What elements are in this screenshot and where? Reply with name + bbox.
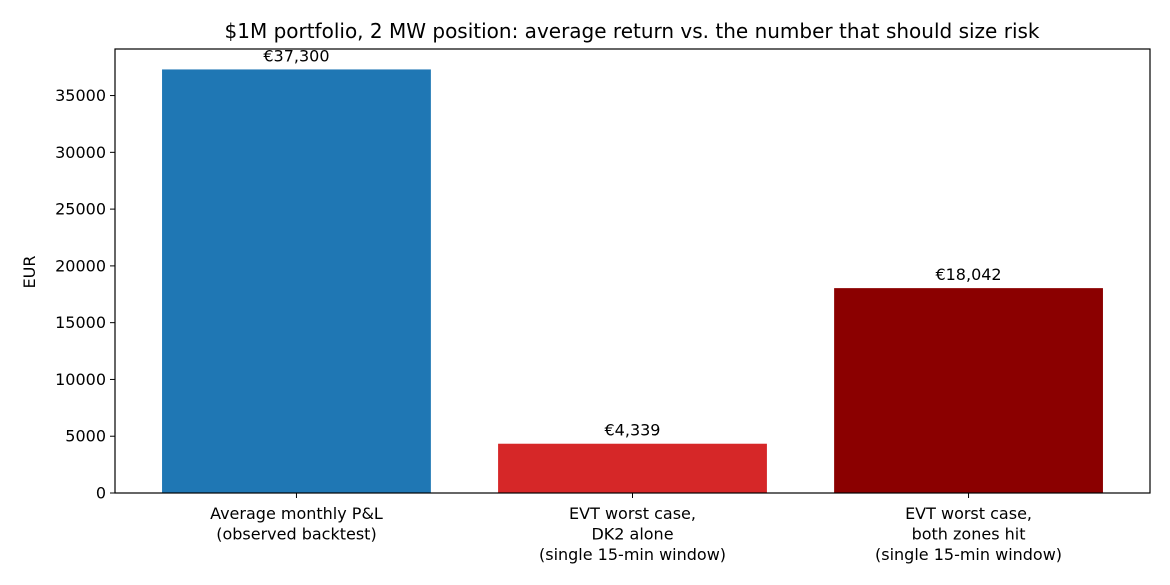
bar-0: [162, 69, 431, 494]
bar-data-label-0: €37,300: [263, 46, 329, 65]
bar-data-label-1: €4,339: [605, 421, 661, 440]
y-axis-label: EUR: [20, 256, 39, 289]
bar-data-label-2: €18,042: [935, 265, 1001, 284]
y-tick-label: 0: [96, 484, 106, 503]
x-axis-ticks: Average monthly P&L (observed backtest) EV…: [210, 493, 1062, 564]
bar-1: [498, 443, 767, 493]
y-tick-label: 20000: [55, 256, 106, 275]
y-tick-label: 5000: [65, 427, 106, 446]
x-tick-label-0: Average monthly P&L (observed backtest): [210, 504, 383, 544]
plot-frame: [114, 48, 1151, 494]
bars-layer: [162, 69, 1103, 494]
y-tick-label: 30000: [55, 143, 106, 162]
bar-2: [834, 288, 1103, 493]
y-tick-label: 15000: [55, 313, 106, 332]
y-tick-label: 35000: [55, 86, 106, 105]
chart-title: $1M portfolio, 2 MW position: average re…: [225, 19, 1040, 43]
x-tick-label-2: EVT worst case, both zones hit (single 15-…: [875, 504, 1062, 564]
y-tick-label: 25000: [55, 200, 106, 219]
data-labels-layer: €37,300 €4,339 €18,042: [263, 46, 1001, 439]
x-tick-label-1: EVT worst case, DK2 alone (single 15-min w…: [539, 504, 726, 564]
y-axis-ticks: 0 5000 10000 15000 20000 25000 30000 35000: [55, 86, 115, 503]
y-tick-label: 10000: [55, 370, 106, 389]
